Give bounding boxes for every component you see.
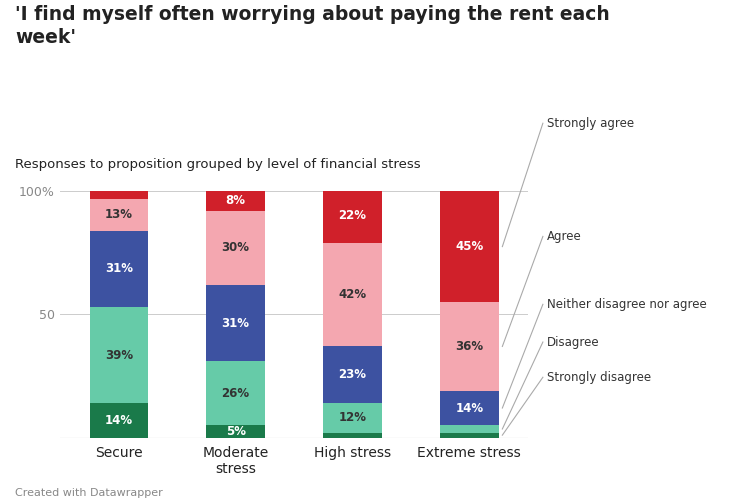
Text: 45%: 45% xyxy=(455,240,483,253)
Bar xyxy=(90,191,148,199)
Text: Agree: Agree xyxy=(547,230,581,243)
Bar xyxy=(207,211,265,285)
Bar xyxy=(90,403,148,438)
Bar xyxy=(90,230,148,307)
Text: 8%: 8% xyxy=(225,195,246,208)
Text: 23%: 23% xyxy=(339,368,366,381)
Text: 12%: 12% xyxy=(339,411,366,425)
Text: 39%: 39% xyxy=(105,349,133,362)
Bar xyxy=(90,199,148,230)
Bar xyxy=(207,361,265,426)
Text: Responses to proposition grouped by level of financial stress: Responses to proposition grouped by leve… xyxy=(15,158,421,172)
Bar xyxy=(207,285,265,361)
Text: 42%: 42% xyxy=(339,288,366,301)
Text: Neither disagree nor agree: Neither disagree nor agree xyxy=(547,298,706,311)
Text: 13%: 13% xyxy=(105,208,133,221)
Bar xyxy=(440,191,498,302)
Text: 'I find myself often worrying about paying the rent each
week': 'I find myself often worrying about payi… xyxy=(15,5,610,47)
Text: 5%: 5% xyxy=(225,425,246,438)
Text: 26%: 26% xyxy=(222,387,250,400)
Bar xyxy=(90,307,148,403)
Bar xyxy=(323,403,382,433)
Text: 36%: 36% xyxy=(455,340,483,353)
Text: 30%: 30% xyxy=(222,241,250,255)
Bar xyxy=(207,191,265,211)
Bar xyxy=(207,426,265,438)
Bar xyxy=(440,426,498,433)
Bar xyxy=(323,243,382,347)
Text: 14%: 14% xyxy=(105,414,133,427)
Text: Strongly agree: Strongly agree xyxy=(547,117,634,130)
Text: 31%: 31% xyxy=(105,262,133,275)
Text: 22%: 22% xyxy=(339,209,366,222)
Text: Created with Datawrapper: Created with Datawrapper xyxy=(15,488,163,498)
Text: 14%: 14% xyxy=(455,401,483,414)
Bar xyxy=(440,433,498,438)
Text: Strongly disagree: Strongly disagree xyxy=(547,371,651,384)
Bar xyxy=(440,302,498,391)
Bar xyxy=(323,433,382,438)
Text: 31%: 31% xyxy=(222,316,250,329)
Text: Disagree: Disagree xyxy=(547,336,599,349)
Bar xyxy=(323,189,382,243)
Bar xyxy=(323,347,382,403)
Bar xyxy=(440,391,498,426)
